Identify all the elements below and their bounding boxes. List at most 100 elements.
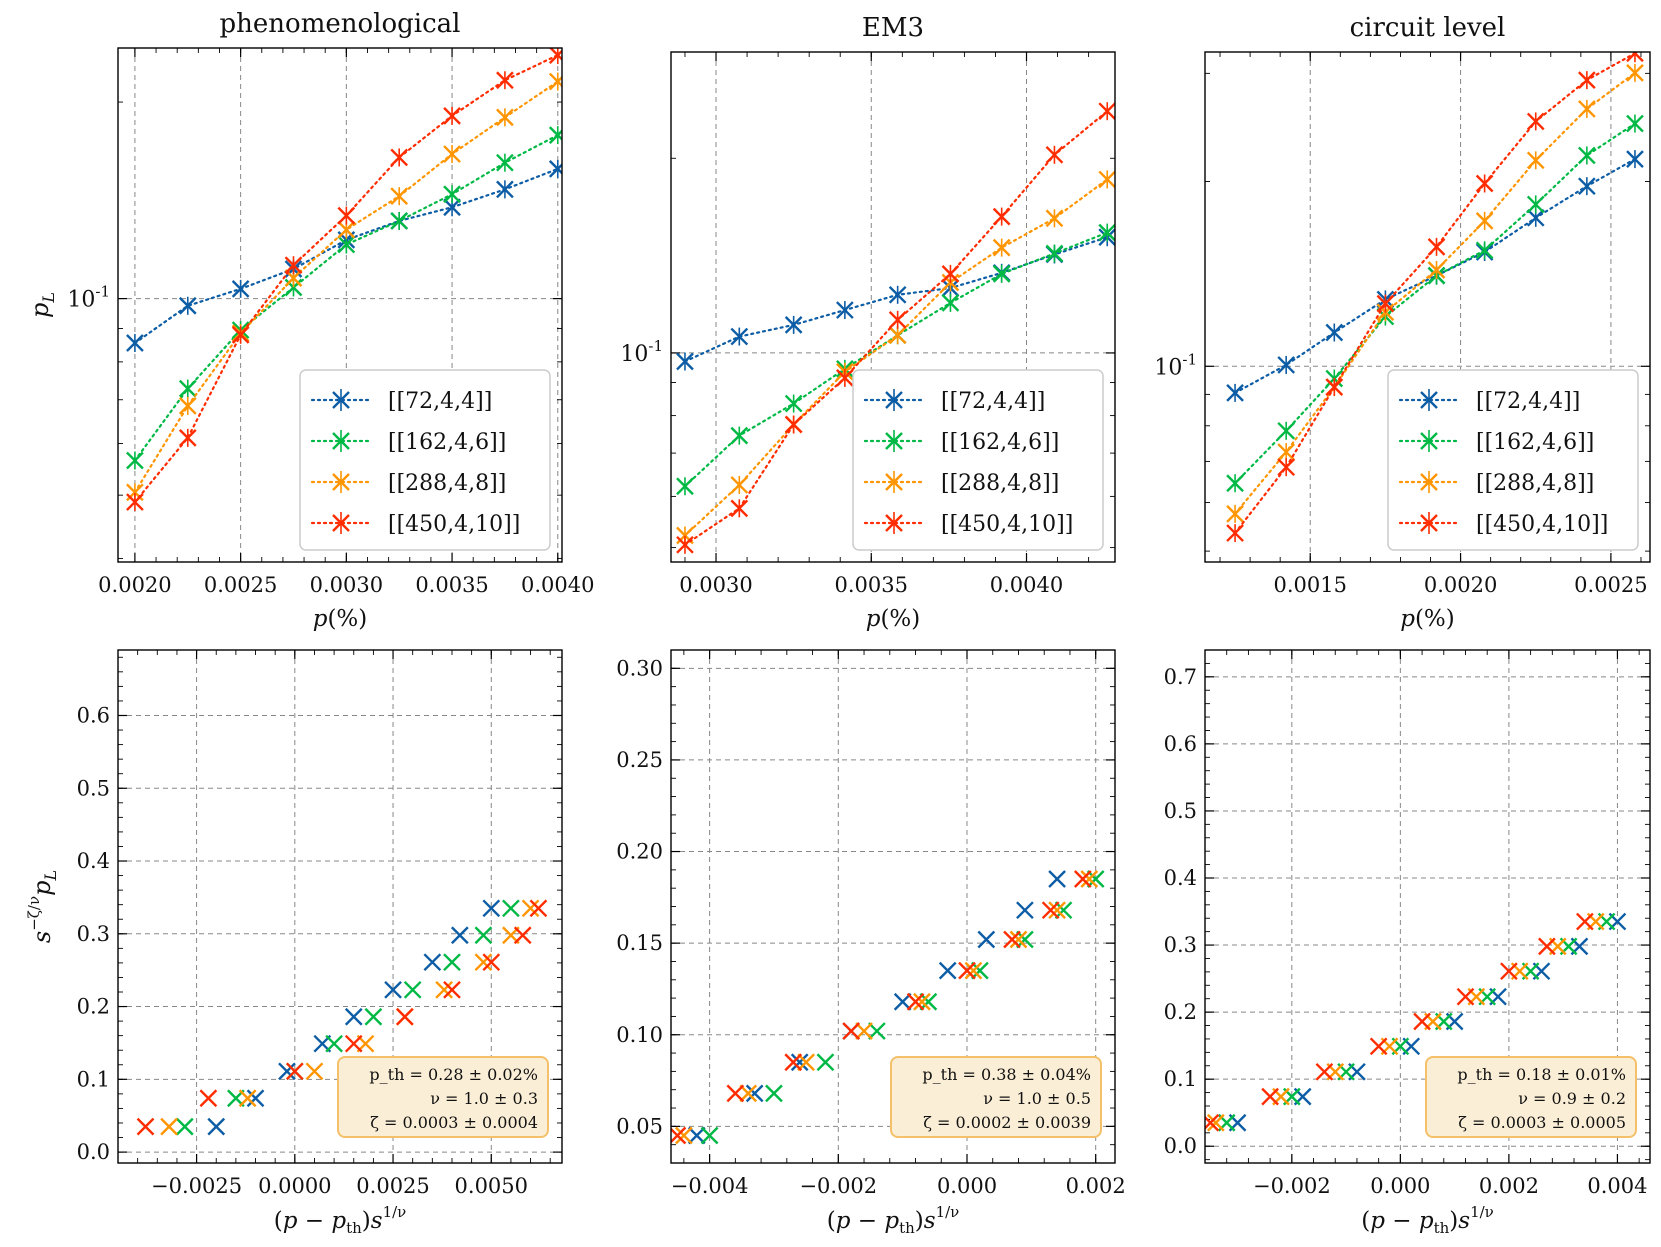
y-tick-label: 0.3 bbox=[77, 922, 110, 946]
x-tick-label: 0.002 bbox=[1066, 1174, 1126, 1198]
panel-2: 0.0030 0.0035 0.004010-1EM3p(%)[[72,4,4]][… bbox=[620, 13, 1116, 632]
y-tick-label: 10-1 bbox=[67, 283, 110, 313]
x-tick-label: 0.000 bbox=[937, 1174, 997, 1198]
data-point-red bbox=[958, 961, 976, 980]
data-point-red bbox=[1456, 987, 1475, 1006]
data-point-orange bbox=[238, 1089, 257, 1108]
data-point-orange bbox=[305, 1062, 324, 1081]
annotation-box bbox=[1425, 1056, 1637, 1138]
data-point-blue bbox=[207, 1117, 226, 1136]
annotation-nu: ν = 0.9 ± 0.2 bbox=[1518, 1089, 1626, 1108]
data-point-red bbox=[1369, 1037, 1388, 1056]
legend-label: [[450,4,10]] bbox=[388, 512, 520, 537]
annotation-pth: p_th = 0.28 ± 0.02% bbox=[369, 1065, 538, 1084]
data-point-green bbox=[175, 1117, 194, 1136]
x-axis-label: p(%) bbox=[866, 606, 921, 632]
data-point-blue bbox=[893, 992, 912, 1011]
data-group bbox=[1226, 52, 1644, 543]
y-tick-label: 0.1 bbox=[1164, 1067, 1197, 1091]
series-line-red bbox=[133, 54, 559, 504]
data-point-green bbox=[971, 961, 989, 980]
x-axis-label: p(%) bbox=[1400, 606, 1455, 632]
series-line-green bbox=[133, 133, 559, 462]
y-tick-label: 0.2 bbox=[1164, 1000, 1197, 1024]
legend-label: [[72,4,4]] bbox=[388, 389, 492, 414]
data-point-green bbox=[474, 926, 493, 945]
data-point-red bbox=[285, 1062, 304, 1081]
data-point-green bbox=[1054, 901, 1073, 920]
data-point-blue bbox=[938, 961, 957, 980]
data-point-red bbox=[482, 953, 501, 972]
legend-label: [[72,4,4]] bbox=[941, 389, 1045, 414]
data-point-blue bbox=[1048, 870, 1066, 888]
series-line-green bbox=[683, 231, 1109, 488]
annotation-pth: p_th = 0.38 ± 0.04% bbox=[922, 1065, 1091, 1084]
y-tick-label: 0.0 bbox=[77, 1140, 110, 1164]
fit-annotation: p_th = 0.18 ± 0.01% ν = 0.9 ± 0.2 ζ = 0.00… bbox=[1425, 1056, 1637, 1138]
data-point-red bbox=[395, 1007, 414, 1026]
y-tick-label: 0.25 bbox=[616, 748, 663, 772]
y-tick-label: 0.4 bbox=[77, 849, 110, 873]
data-point-blue bbox=[790, 1053, 809, 1072]
x-axis-label: (p − pth)s1/ν bbox=[827, 1203, 960, 1237]
data-group bbox=[126, 48, 562, 512]
data-point-red bbox=[1500, 962, 1518, 981]
data-point-red bbox=[1041, 901, 1060, 920]
data-point-red bbox=[344, 1034, 363, 1053]
data-point-red bbox=[1576, 912, 1594, 931]
data-point-green bbox=[700, 1126, 719, 1145]
x-tick-label: 0.0050 bbox=[455, 1174, 528, 1198]
legend-label: [[288,4,8]] bbox=[1476, 471, 1594, 496]
legend-box bbox=[1387, 369, 1639, 551]
legend-label: [[288,4,8]] bbox=[388, 471, 506, 496]
axes-frame bbox=[117, 47, 563, 563]
data-point-blue bbox=[1016, 901, 1034, 920]
x-tick-label: −0.002 bbox=[799, 1174, 877, 1198]
panel-3: 0.0015 0.0020 0.0025 10-1 circuit level p(%) [… bbox=[1154, 13, 1651, 632]
y-tick-label: 0.20 bbox=[616, 840, 663, 864]
annotation-zeta: ζ = 0.0002 ± 0.0039 bbox=[923, 1113, 1091, 1132]
data-point-orange bbox=[739, 1084, 758, 1103]
legend: [[72,4,4]] [[162,4,6]] [[288,4,8]] [[450,4,… bbox=[852, 369, 1104, 551]
y-tick-label: 0.3 bbox=[1164, 933, 1197, 957]
legend-box bbox=[299, 369, 551, 551]
y-tick-label: 0.6 bbox=[1164, 732, 1197, 756]
data-point-red bbox=[1003, 930, 1021, 949]
x-tick-label: 0.0030 bbox=[310, 573, 383, 597]
axes-frame bbox=[1204, 649, 1651, 1164]
annotation-zeta: ζ = 0.0003 ± 0.0005 bbox=[1458, 1113, 1626, 1132]
axes-frame bbox=[1204, 51, 1651, 563]
data-point-blue bbox=[745, 1084, 764, 1103]
axes-frame bbox=[117, 649, 563, 1164]
data-point-red bbox=[513, 926, 532, 945]
legend: [[72,4,4]] [[162,4,6]] [[288,4,8]] [[450,4,… bbox=[1387, 369, 1639, 551]
data-point-orange bbox=[1009, 930, 1028, 949]
data-point-red bbox=[199, 1089, 218, 1108]
y-tick-label: 0.6 bbox=[77, 703, 110, 727]
chart-title: EM3 bbox=[862, 13, 924, 43]
annotation-nu: ν = 1.0 ± 0.5 bbox=[983, 1089, 1091, 1108]
data-point-red bbox=[1538, 937, 1556, 956]
data-point-red bbox=[671, 1126, 687, 1144]
x-tick-label: 0.004 bbox=[1587, 1174, 1647, 1198]
data-point-orange bbox=[1048, 901, 1066, 920]
data-point-red bbox=[726, 1084, 745, 1103]
data-point-blue bbox=[423, 953, 442, 972]
data-point-blue bbox=[344, 1007, 363, 1026]
data-point-blue bbox=[384, 980, 402, 999]
data-point-orange bbox=[1080, 870, 1099, 888]
data-point-red bbox=[136, 1117, 155, 1136]
y-tick-label: 10-1 bbox=[620, 337, 663, 367]
data-point-orange bbox=[521, 899, 540, 918]
x-tick-label: 0.0020 bbox=[1424, 573, 1497, 597]
annotation-box bbox=[337, 1056, 549, 1138]
data-point-orange bbox=[964, 961, 983, 980]
y-tick-label: 0.7 bbox=[1164, 665, 1197, 689]
x-tick-label: 0.0040 bbox=[990, 573, 1063, 597]
annotation-zeta: ζ = 0.0003 ± 0.0004 bbox=[370, 1113, 538, 1132]
data-point-green bbox=[816, 1053, 835, 1072]
y-tick-label: 0.5 bbox=[1164, 799, 1197, 823]
x-tick-label: 0.0025 bbox=[1574, 573, 1647, 597]
annotation-pth: p_th = 0.18 ± 0.01% bbox=[1457, 1065, 1626, 1084]
